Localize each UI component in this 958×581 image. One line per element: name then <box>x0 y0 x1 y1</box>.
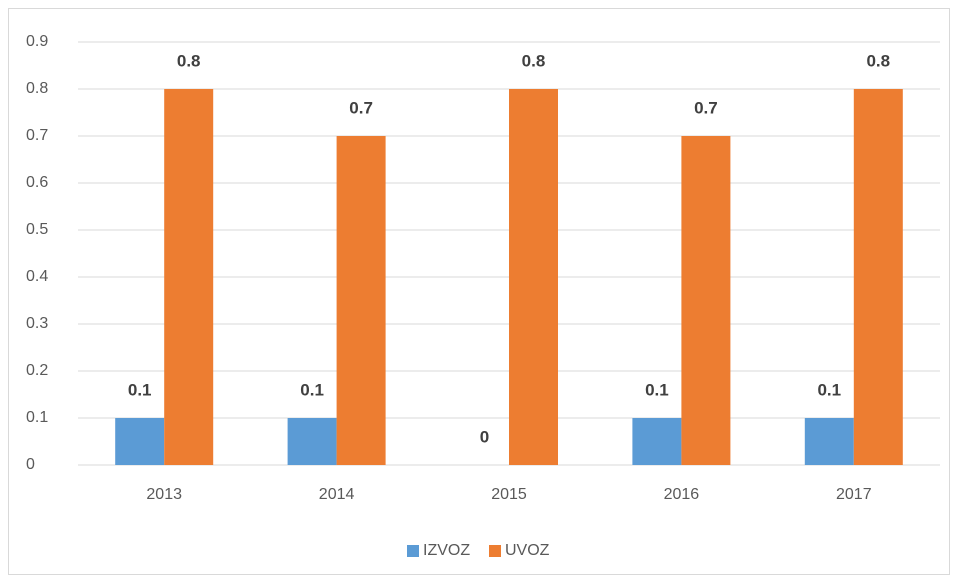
bar <box>336 136 386 465</box>
x-tick-label: 2013 <box>146 486 182 503</box>
x-tick-label: 2016 <box>664 486 700 503</box>
data-label: 0.8 <box>177 51 201 70</box>
bar <box>287 418 337 465</box>
data-label: 0.1 <box>817 380 841 399</box>
bar <box>804 418 854 465</box>
bar <box>681 136 731 465</box>
x-tick-label: 2017 <box>836 486 872 503</box>
y-tick-label: 0.4 <box>26 268 48 285</box>
x-tick-label: 2014 <box>319 486 355 503</box>
bar <box>632 418 682 465</box>
data-label: 0.1 <box>300 380 324 399</box>
x-tick-label: 2015 <box>491 486 527 503</box>
data-label: 0.8 <box>522 51 546 70</box>
y-tick-label: 0.2 <box>26 362 48 379</box>
legend-swatch <box>407 545 419 557</box>
bar <box>509 89 558 465</box>
y-tick-label: 0.6 <box>26 174 48 191</box>
y-tick-label: 0.9 <box>26 33 48 50</box>
legend-label: IZVOZ <box>423 542 470 559</box>
data-label: 0.7 <box>694 98 718 117</box>
legend-swatch <box>489 545 501 557</box>
bar <box>115 418 165 465</box>
data-label: 0.1 <box>128 380 152 399</box>
y-tick-label: 0.7 <box>26 127 48 144</box>
data-label: 0.7 <box>349 98 373 117</box>
y-tick-label: 0.3 <box>26 315 48 332</box>
y-tick-label: 0.1 <box>26 409 48 426</box>
data-label: 0.1 <box>645 380 669 399</box>
data-label: 0 <box>480 427 489 446</box>
y-tick-label: 0.8 <box>26 80 48 97</box>
bar <box>853 89 903 465</box>
bar <box>164 89 214 465</box>
legend-label: UVOZ <box>505 542 550 559</box>
data-label: 0.8 <box>866 51 890 70</box>
y-tick-label: 0 <box>26 456 35 473</box>
y-tick-label: 0.5 <box>26 221 48 238</box>
